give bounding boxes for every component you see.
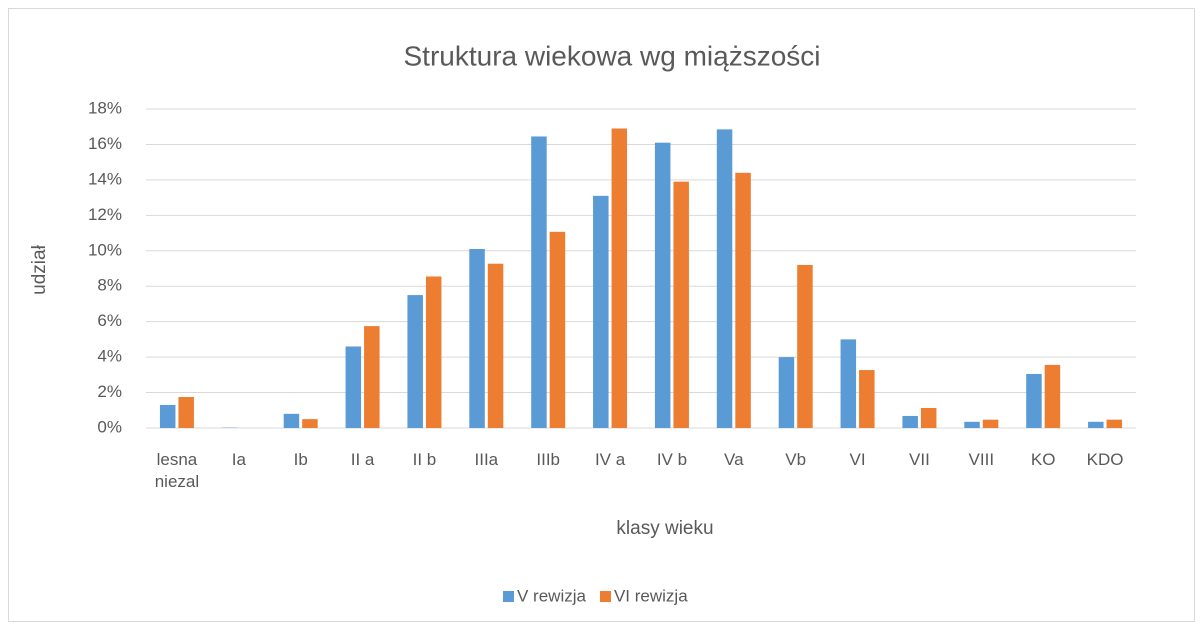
bar — [778, 357, 795, 428]
bar — [611, 128, 628, 428]
y-tick-label: 14% — [88, 169, 122, 188]
x-axis-label: klasy wieku — [616, 518, 713, 539]
y-tick-label: 12% — [88, 205, 122, 224]
y-tick-label: 8% — [97, 276, 122, 295]
x-tick-label: lesna niezal — [154, 450, 200, 491]
bar — [1044, 364, 1061, 428]
x-tick-label: VIII — [968, 450, 995, 469]
bar — [487, 263, 504, 428]
legend-swatch — [503, 591, 514, 602]
y-tick-label: 0% — [97, 417, 122, 436]
bar — [593, 195, 609, 428]
y-axis-label: udział — [29, 244, 50, 294]
bar — [425, 276, 442, 428]
x-tick-label: KDO — [1086, 450, 1124, 469]
x-tick-label: II b — [412, 450, 437, 469]
bar — [673, 181, 689, 428]
x-tick-label: Ia — [231, 450, 246, 469]
y-tick-label: 10% — [88, 240, 122, 259]
x-tick-label: Vb — [785, 450, 807, 469]
bar — [840, 339, 857, 428]
bar — [531, 136, 547, 428]
bar — [716, 129, 733, 428]
legend-swatch — [599, 591, 611, 602]
y-tick-label: 16% — [88, 134, 122, 153]
legend-label: VI rewizja — [614, 586, 688, 605]
x-tick-label: VII — [909, 450, 930, 469]
y-tick-label: 2% — [97, 382, 122, 401]
y-tick-label: 6% — [97, 311, 122, 330]
y-tick-label: 18% — [88, 98, 122, 117]
bar — [302, 419, 318, 428]
bar — [283, 413, 300, 428]
bar — [1088, 421, 1104, 428]
bar — [654, 142, 671, 428]
x-tick-label: IIIb — [536, 450, 560, 469]
bar — [1106, 419, 1123, 428]
bar — [902, 415, 918, 428]
bar — [469, 249, 485, 428]
bar — [159, 404, 176, 428]
x-tick-label: VI — [849, 450, 866, 469]
bar — [735, 172, 751, 428]
x-tick-label: IV a — [594, 450, 626, 469]
bar — [964, 421, 980, 428]
bar — [549, 231, 566, 428]
x-tick-label: IIIa — [474, 450, 499, 469]
x-tick-label: KO — [1030, 450, 1056, 469]
bar — [982, 419, 999, 428]
bar — [1026, 373, 1042, 428]
bar — [407, 295, 423, 428]
bar — [364, 326, 380, 428]
bar — [178, 396, 194, 428]
x-tick-label: Ib — [293, 450, 308, 469]
bar — [345, 346, 362, 428]
bar — [797, 264, 813, 428]
y-tick-label: 4% — [97, 347, 122, 366]
x-tick-label: Va — [724, 450, 744, 469]
bar — [920, 407, 937, 428]
x-tick-label: II a — [350, 450, 375, 469]
chart-title: Struktura wiekowa wg miąższości — [403, 40, 820, 71]
bar — [859, 370, 875, 428]
legend-label: V rewizja — [517, 586, 587, 605]
x-tick-label: IV b — [656, 450, 688, 469]
